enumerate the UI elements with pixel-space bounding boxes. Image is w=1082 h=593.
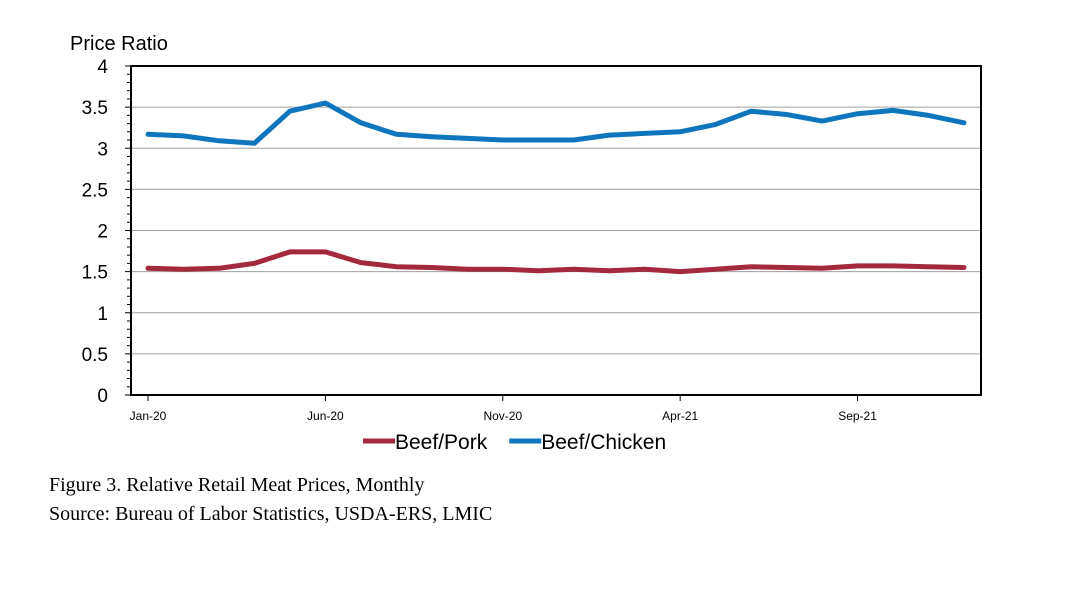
x-tick-label: Apr-21 [662, 409, 698, 423]
legend-label-beef-chicken: Beef/Chicken [541, 431, 666, 454]
legend: Beef/Pork Beef/Chicken [363, 431, 666, 454]
y-tick-label: 3.5 [82, 98, 108, 119]
x-tick-label: Jan-20 [130, 409, 167, 423]
y-tick-label: 1 [97, 304, 108, 325]
y-axis-label: Price Ratio [70, 33, 168, 55]
series-lines [145, 100, 967, 275]
line-chart: Price Ratio 0 0.5 1 1.5 2 2.5 3 3.5 4 Jan-20 Jun-… [70, 33, 982, 454]
legend-label-beef-pork: Beef/Pork [395, 431, 488, 454]
x-tick-label: Sep-21 [838, 409, 877, 423]
y-tick-label: 2 [97, 222, 108, 243]
source-caption: Source: Bureau of Labor Statistics, USDA… [49, 503, 493, 525]
series-line-beef-pork [145, 249, 967, 275]
y-tick-label: 2.5 [82, 180, 108, 201]
figure-caption: Figure 3. Relative Retail Meat Prices, M… [49, 474, 425, 496]
y-tick-label: 4 [97, 57, 108, 78]
gridlines [131, 106, 981, 355]
y-tick-labels: 0 0.5 1 1.5 2 2.5 3 3.5 4 [82, 57, 109, 407]
y-tick-label: 0.5 [82, 345, 108, 366]
y-tick-label: 1.5 [82, 263, 108, 284]
series-line-beef-chicken [145, 100, 967, 146]
y-tick-label: 0 [97, 386, 108, 407]
x-tick-labels: Jan-20 Jun-20 Nov-20 Apr-21 Sep-21 [130, 395, 877, 423]
x-tick-label: Nov-20 [483, 409, 522, 423]
x-tick-label: Jun-20 [307, 409, 344, 423]
plot-area-frame [130, 65, 982, 396]
y-tick-label: 3 [97, 139, 108, 160]
